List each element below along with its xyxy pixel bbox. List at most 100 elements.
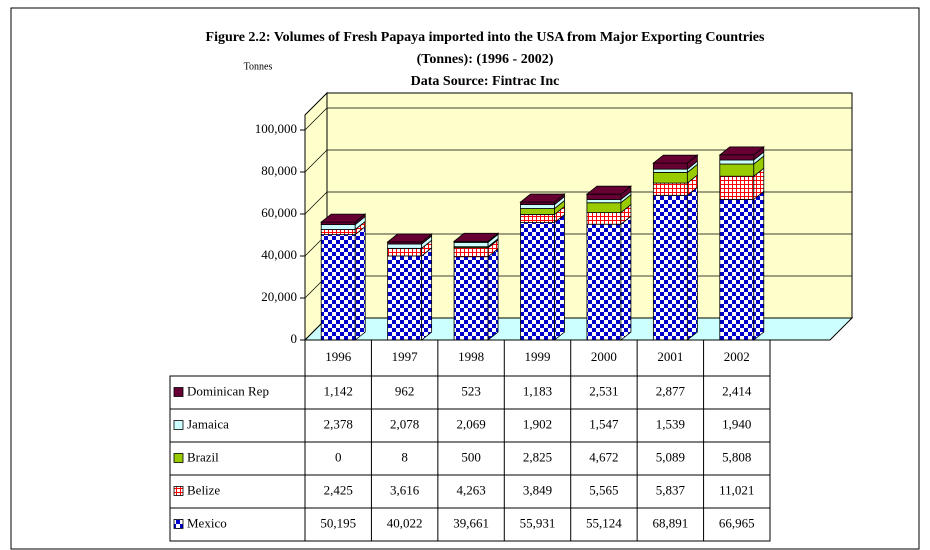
bar-segment: [719, 198, 755, 341]
grid-line: [304, 149, 852, 173]
bar-segment: [652, 162, 688, 170]
bar-segment: [652, 182, 688, 196]
bar-side: [421, 247, 433, 341]
bar-side: [354, 225, 366, 341]
table-value: 8: [401, 449, 408, 464]
bar-segment: [652, 171, 688, 184]
table-value: 2,425: [324, 482, 353, 497]
bar-top: [652, 154, 699, 164]
y-tick-label: 60,000: [261, 205, 297, 220]
table-value: 2,069: [456, 416, 485, 431]
legend-label: Belize: [187, 482, 220, 497]
table-value: 962: [395, 383, 415, 398]
y-axis-label: Tonnes: [244, 61, 273, 72]
bar-segment: [586, 202, 622, 213]
bar-segment: [387, 247, 423, 257]
x-tick-label: 1998: [458, 349, 484, 364]
bar-top: [519, 193, 566, 203]
table-value: 5,565: [589, 482, 618, 497]
table-value: 1,539: [656, 416, 685, 431]
bar-segment: [453, 247, 489, 258]
bar-side: [753, 190, 765, 341]
x-tick-label: 2002: [724, 349, 750, 364]
floor: [303, 317, 854, 341]
legend-label: Jamaica: [187, 416, 229, 431]
grid-line: [304, 107, 852, 131]
x-tick-label: 2000: [591, 349, 617, 364]
y-tick-label: 40,000: [261, 247, 297, 262]
chart-source: Data Source: Fintrac Inc: [411, 74, 560, 89]
bar-segment: [719, 159, 755, 165]
bar-top: [320, 213, 367, 223]
bar-segment: [719, 154, 755, 161]
legend-swatch: [173, 387, 184, 397]
bar-segment: [652, 168, 688, 173]
table-value: 2,877: [656, 383, 686, 398]
bar-top: [452, 232, 500, 242]
bar-top: [585, 185, 633, 195]
legend-label: Mexico: [187, 515, 227, 530]
table-value: 523: [461, 383, 481, 398]
legend-swatch: [173, 519, 184, 529]
table-value: 1,547: [589, 416, 619, 431]
table-value: 1,940: [722, 416, 751, 431]
y-tick-label: 20,000: [261, 289, 297, 304]
bar-side: [620, 215, 632, 341]
bar-side: [487, 247, 499, 341]
table-value: 2,531: [589, 383, 618, 398]
bar-segment: [719, 175, 755, 200]
table-value: 4,672: [589, 449, 618, 464]
table-value: 3,616: [390, 482, 420, 497]
table-value: 5,808: [722, 449, 751, 464]
bar-segment: [520, 204, 555, 209]
table-value: 40,022: [387, 515, 423, 530]
table-value: 5,837: [656, 482, 686, 497]
table-value: 2,378: [324, 416, 353, 431]
bar-top: [718, 146, 765, 156]
bar-segment: [387, 243, 423, 249]
bar-segment: [520, 208, 555, 215]
bar-segment: [719, 163, 755, 177]
bar-segment: [453, 256, 489, 341]
table-value: 55,931: [520, 515, 556, 530]
x-tick-label: 1996: [325, 349, 352, 364]
bar-side: [554, 213, 565, 341]
bar-segment: [586, 223, 622, 341]
bar-segment: [320, 229, 356, 235]
bar-segment: [387, 255, 423, 341]
table-value: 5,089: [656, 449, 685, 464]
legend-swatch: [173, 486, 184, 496]
bar-segment: [520, 222, 555, 341]
bar-segment: [586, 193, 622, 200]
bar-segment: [586, 212, 622, 225]
table-value: 0: [335, 449, 342, 464]
table-value: 68,891: [652, 515, 688, 530]
table-border: [169, 375, 771, 542]
legend-swatch: [173, 420, 184, 430]
table-value: 4,263: [456, 482, 485, 497]
table-value: 66,965: [719, 515, 755, 530]
table-value: 11,021: [719, 482, 754, 497]
chart-title: Figure 2.2: Volumes of Fresh Papaya impo…: [206, 30, 766, 45]
table-value: 2,414: [722, 383, 752, 398]
legend-label: Brazil: [187, 449, 219, 464]
table-value: 50,195: [320, 515, 356, 530]
table-value: 2,078: [390, 416, 419, 431]
frame: [10, 7, 920, 550]
x-tick-label: 2001: [657, 349, 683, 364]
chart-subtitle: (Tonnes): (1996 - 2002): [417, 52, 554, 67]
table-value: 55,124: [586, 515, 622, 530]
table-value: 500: [461, 449, 481, 464]
x-tick-label: 1999: [525, 349, 551, 364]
table-value: 3,849: [523, 482, 552, 497]
bar-segment: [652, 194, 688, 341]
table-value: 1,183: [523, 383, 552, 398]
y-tick-label: 100,000: [255, 121, 297, 136]
table-value: 1,142: [324, 383, 353, 398]
y-tick-label: 80,000: [261, 163, 297, 178]
bar-segment: [520, 214, 555, 223]
bar-segment: [586, 199, 622, 204]
bar-segment: [320, 224, 356, 230]
bar-top: [386, 233, 433, 243]
